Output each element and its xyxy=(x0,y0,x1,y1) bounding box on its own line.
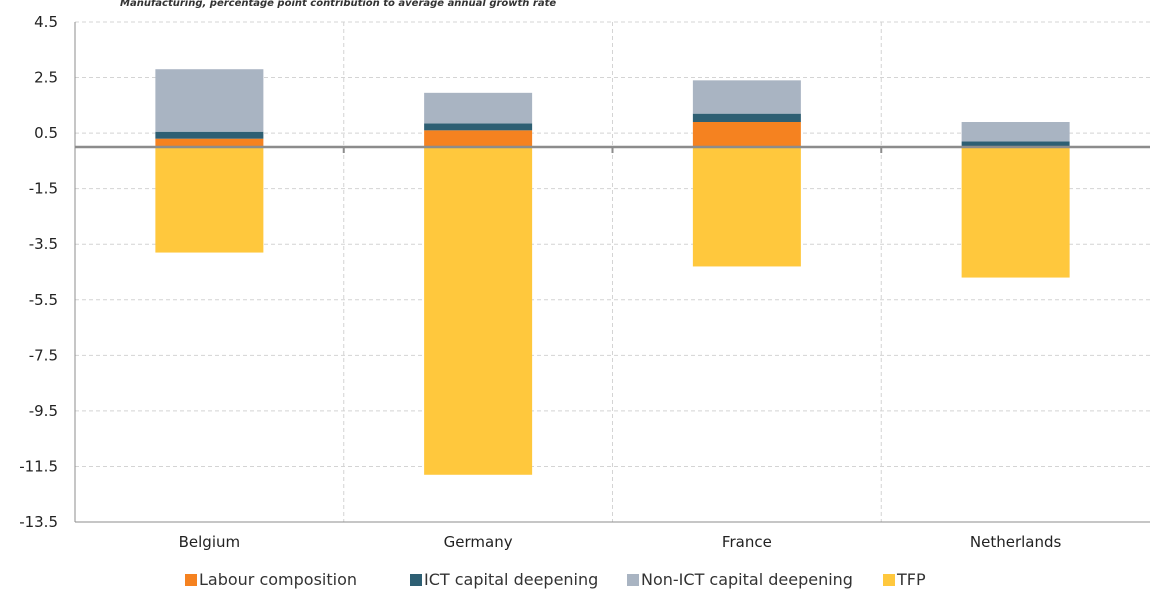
y-tick-label: 4.5 xyxy=(34,13,58,31)
x-category-label: France xyxy=(722,533,772,551)
y-tick-label: -9.5 xyxy=(29,402,58,420)
x-category-label: Belgium xyxy=(179,533,241,551)
legend-label: Non-ICT capital deepening xyxy=(641,570,853,589)
x-axis: Belgium Germany France Netherlands xyxy=(75,145,1150,551)
bar-labour-composition-germany xyxy=(424,130,533,147)
y-tick-label: -3.5 xyxy=(29,235,58,253)
bar-ict-capital-deepening-germany xyxy=(424,123,533,131)
bar-ict-capital-deepening-belgium xyxy=(155,131,264,139)
y-tick-label: -11.5 xyxy=(19,457,58,475)
legend-label: ICT capital deepening xyxy=(424,570,598,589)
bar-tfp-netherlands xyxy=(961,147,1070,278)
bars xyxy=(155,69,1070,475)
x-category-label: Netherlands xyxy=(970,533,1062,551)
bar-tfp-belgium xyxy=(155,147,264,253)
legend-swatch xyxy=(185,574,197,586)
legend-label: Labour composition xyxy=(199,570,357,589)
y-tick-label: -13.5 xyxy=(19,513,58,531)
y-tick-label: -5.5 xyxy=(29,291,58,309)
bar-non-ict-capital-deepening-belgium xyxy=(155,69,264,132)
bar-labour-composition-france xyxy=(692,122,801,147)
bar-labour-composition-belgium xyxy=(155,138,264,147)
chart-subtitle: Manufacturing, percentage point contribu… xyxy=(120,0,556,9)
legend-label: TFP xyxy=(896,570,926,589)
bar-ict-capital-deepening-netherlands xyxy=(961,141,1070,147)
legend-swatch xyxy=(410,574,422,586)
bar-ict-capital-deepening-france xyxy=(692,113,801,122)
bar-tfp-germany xyxy=(424,147,533,475)
legend-swatch xyxy=(883,574,895,586)
bar-non-ict-capital-deepening-netherlands xyxy=(961,122,1070,142)
legend-item: Non-ICT capital deepening xyxy=(627,570,853,589)
y-tick-label: -1.5 xyxy=(29,180,58,198)
y-tick-label: 0.5 xyxy=(34,124,58,142)
bar-non-ict-capital-deepening-germany xyxy=(424,92,533,124)
y-tick-label: -7.5 xyxy=(29,346,58,364)
legend-item: ICT capital deepening xyxy=(410,570,598,589)
legend-item: TFP xyxy=(883,570,926,589)
gridlines xyxy=(75,21,1150,523)
bar-tfp-france xyxy=(692,147,801,267)
bar-non-ict-capital-deepening-france xyxy=(692,80,801,114)
x-category-label: Germany xyxy=(444,533,513,551)
legend: Labour composition ICT capital deepening N… xyxy=(185,570,926,589)
y-tick-label: 2.5 xyxy=(34,69,58,87)
legend-item: Labour composition xyxy=(185,570,357,589)
legend-swatch xyxy=(627,574,639,586)
y-axis: 4.5 2.5 0.5 -1.5 -3.5 -5.5 -7.5 -9.5 -11.5 -13.5 xyxy=(19,13,76,531)
